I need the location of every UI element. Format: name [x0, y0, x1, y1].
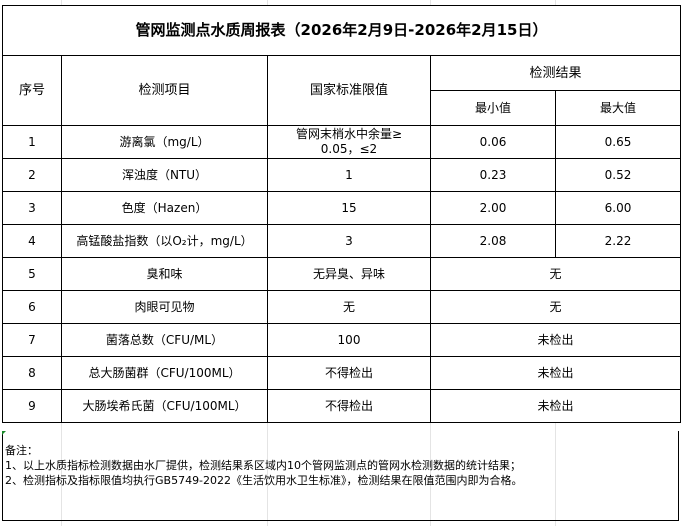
row-standard[interactable]: 100 — [267, 323, 431, 357]
row-max[interactable]: 0.65 — [555, 125, 681, 159]
row-result[interactable]: 未检出 — [430, 323, 681, 357]
row-no[interactable]: 3 — [2, 191, 62, 225]
header-max[interactable]: 最大值 — [555, 90, 681, 126]
row-max[interactable]: 6.00 — [555, 191, 681, 225]
row-result[interactable]: 无 — [430, 257, 681, 291]
row-no[interactable]: 4 — [2, 224, 62, 258]
table-row: 4 高锰酸盐指数（以O₂计，mg/L） 3 2.08 2.22 — [2, 224, 681, 258]
table-row: 2 浑浊度（NTU） 1 0.23 0.52 — [2, 158, 681, 192]
row-standard[interactable]: 15 — [267, 191, 431, 225]
row-item[interactable]: 色度（Hazen） — [61, 191, 268, 225]
row-standard[interactable]: 不得检出 — [267, 356, 431, 390]
row-standard[interactable]: 1 — [267, 158, 431, 192]
row-item[interactable]: 菌落总数（CFU/ML） — [61, 323, 268, 357]
header-standard[interactable]: 国家标准限值 — [267, 55, 431, 126]
table-row: 9 大肠埃希氏菌（CFU/100ML） 不得检出 未检出 — [2, 389, 681, 423]
row-item[interactable]: 总大肠菌群（CFU/100ML） — [61, 356, 268, 390]
row-standard[interactable]: 3 — [267, 224, 431, 258]
row-max[interactable]: 0.52 — [555, 158, 681, 192]
header-min[interactable]: 最小值 — [430, 90, 556, 126]
table-row: 1 游离氯（mg/L） 管网末梢水中余量≥ 0.05，≤2 0.06 0.65 — [2, 125, 681, 159]
water-quality-table: 管网监测点水质周报表（2026年2月9日-2026年2月15日） 序号 检测项目… — [2, 5, 681, 423]
row-min[interactable]: 2.08 — [430, 224, 556, 258]
table-row: 3 色度（Hazen） 15 2.00 6.00 — [2, 191, 681, 225]
notes-line-2: 2、检测指标及指标限值均执行GB5749-2022《生活饮用水卫生标准》，检测结… — [5, 474, 523, 487]
row-standard[interactable]: 不得检出 — [267, 389, 431, 423]
row-no[interactable]: 5 — [2, 257, 62, 291]
header-result[interactable]: 检测结果 — [430, 55, 681, 91]
report-title[interactable]: 管网监测点水质周报表（2026年2月9日-2026年2月15日） — [2, 5, 681, 56]
table-row: 5 臭和味 无异臭、异味无 — [2, 257, 681, 291]
row-result[interactable]: 未检出 — [430, 389, 681, 423]
row-no[interactable]: 1 — [2, 125, 62, 159]
row-item[interactable]: 大肠埃希氏菌（CFU/100ML） — [61, 389, 268, 423]
row-no[interactable]: 8 — [2, 356, 62, 390]
row-result[interactable]: 无 — [430, 290, 681, 324]
table-row: 6 肉眼可见物无无 — [2, 290, 681, 324]
row-item[interactable]: 高锰酸盐指数（以O₂计，mg/L） — [61, 224, 268, 258]
row-item[interactable]: 肉眼可见物 — [61, 290, 268, 324]
row-item[interactable]: 臭和味 — [61, 257, 268, 291]
row-item[interactable]: 游离氯（mg/L） — [61, 125, 268, 159]
row-result[interactable]: 未检出 — [430, 356, 681, 390]
row-item[interactable]: 浑浊度（NTU） — [61, 158, 268, 192]
notes-cell[interactable]: 备注： 1、以上水质指标检测数据由水厂提供，检测结果系区域内10个管网监测点的管… — [2, 431, 679, 521]
row-standard[interactable]: 管网末梢水中余量≥ 0.05，≤2 — [267, 125, 431, 159]
row-min[interactable]: 0.23 — [430, 158, 556, 192]
header-no[interactable]: 序号 — [2, 55, 62, 126]
header-item[interactable]: 检测项目 — [61, 55, 268, 126]
table-row: 7 菌落总数（CFU/ML） 100 未检出 — [2, 323, 681, 357]
row-max[interactable]: 2.22 — [555, 224, 681, 258]
row-no[interactable]: 6 — [2, 290, 62, 324]
row-standard[interactable]: 无异臭、异味 — [267, 257, 431, 291]
row-min[interactable]: 2.00 — [430, 191, 556, 225]
row-no[interactable]: 7 — [2, 323, 62, 357]
notes-line-1: 1、以上水质指标检测数据由水厂提供，检测结果系区域内10个管网监测点的管网水检测… — [5, 459, 521, 472]
notes-heading: 备注： — [5, 444, 38, 457]
row-no[interactable]: 2 — [2, 158, 62, 192]
row-min[interactable]: 0.06 — [430, 125, 556, 159]
cell-comment-marker — [2, 431, 6, 435]
table-row: 8 总大肠菌群（CFU/100ML） 不得检出 未检出 — [2, 356, 681, 390]
row-standard[interactable]: 无 — [267, 290, 431, 324]
row-no[interactable]: 9 — [2, 389, 62, 423]
